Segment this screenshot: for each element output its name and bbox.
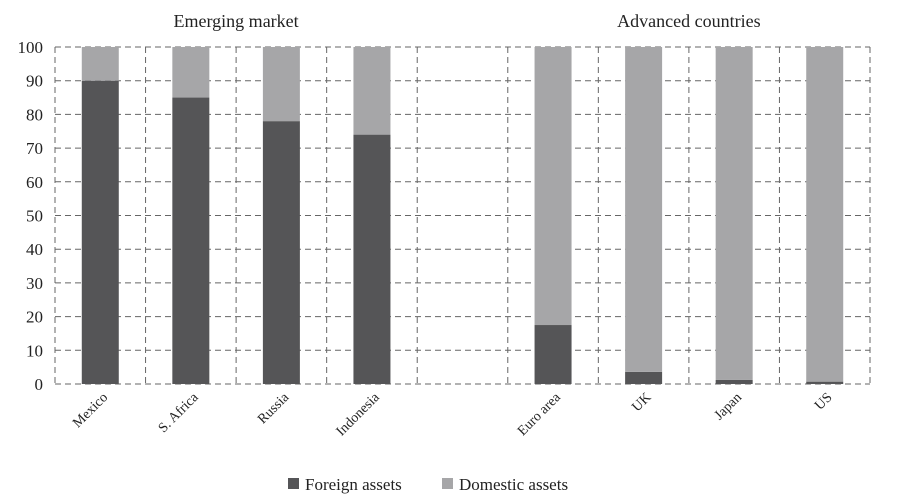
- bar-segment: [625, 371, 663, 384]
- group-label: Emerging market: [174, 11, 299, 31]
- y-tick-label: 10: [26, 341, 43, 360]
- x-tick-label: Indonesia: [334, 390, 384, 440]
- x-tick-label: Euro area: [515, 390, 564, 439]
- legend-label: Foreign assets: [305, 475, 402, 494]
- y-tick-label: 70: [26, 139, 43, 158]
- y-tick-label: 40: [26, 240, 43, 259]
- y-tick-label: 80: [26, 105, 43, 124]
- y-tick-label: 60: [26, 173, 43, 192]
- legend-label: Domestic assets: [459, 475, 568, 494]
- x-tick-label: UK: [630, 390, 655, 415]
- x-tick-label: S. Africa: [156, 390, 202, 436]
- legend-swatch: [288, 478, 299, 489]
- bar-segment: [81, 47, 119, 81]
- bar-segment: [806, 47, 844, 382]
- y-tick-label: 50: [26, 207, 43, 226]
- x-tick-label: Mexico: [70, 390, 111, 431]
- bar-segment: [534, 325, 572, 384]
- bar-segment: [715, 379, 753, 384]
- bar-segment: [81, 80, 119, 384]
- bar-segment: [625, 47, 663, 372]
- x-tick-label: US: [812, 390, 835, 413]
- x-tick-label: Japan: [712, 390, 745, 423]
- bar-segment: [353, 134, 391, 384]
- bar-segment: [262, 47, 300, 122]
- y-tick-label: 90: [26, 72, 43, 91]
- legend-swatch: [442, 478, 453, 489]
- bar-segment: [262, 121, 300, 384]
- y-tick-label: 30: [26, 274, 43, 293]
- bar-segment: [172, 47, 210, 98]
- bar-segment: [172, 97, 210, 385]
- y-tick-label: 20: [26, 308, 43, 327]
- bar-segment: [806, 381, 844, 384]
- y-tick-label: 100: [18, 38, 44, 57]
- y-tick-label: 0: [35, 375, 44, 394]
- group-label: Advanced countries: [617, 11, 760, 31]
- bar-segment: [715, 47, 753, 380]
- x-tick-label: Russia: [255, 390, 293, 428]
- bar-segment: [353, 47, 391, 135]
- bar-segment: [534, 47, 572, 326]
